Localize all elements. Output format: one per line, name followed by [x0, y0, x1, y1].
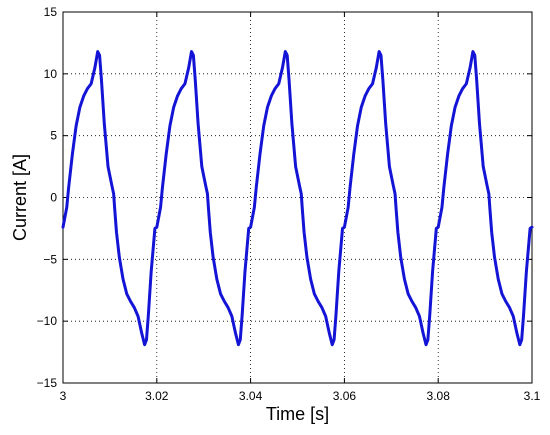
plot-frame [62, 11, 533, 384]
grid [63, 12, 532, 383]
y-tick-label: 0 [50, 191, 57, 205]
y-axis-label: Current [A] [10, 154, 30, 241]
x-tick-label: 3.08 [427, 389, 451, 403]
y-tick-labels: −15 −10 −5 0 5 10 15 [37, 5, 58, 390]
x-tick-label: 3.06 [333, 389, 357, 403]
series-line-current [61, 50, 534, 347]
y-tick-label: 15 [44, 5, 58, 19]
axis-ticks [62, 11, 533, 384]
y-tick-label: 5 [50, 129, 57, 143]
y-tick-label: −5 [43, 252, 57, 266]
x-axis-label: Time [s] [266, 404, 329, 424]
y-tick-label: −10 [37, 314, 58, 328]
x-tick-label: 3.02 [145, 389, 169, 403]
x-tick-label: 3 [60, 389, 67, 403]
y-tick-label: −15 [37, 376, 58, 390]
y-tick-label: 10 [44, 67, 58, 81]
x-tick-labels: 3 3.02 3.04 3.06 3.08 3.1 [60, 389, 541, 403]
x-tick-label: 3.04 [239, 389, 263, 403]
x-tick-label: 3.1 [524, 389, 541, 403]
